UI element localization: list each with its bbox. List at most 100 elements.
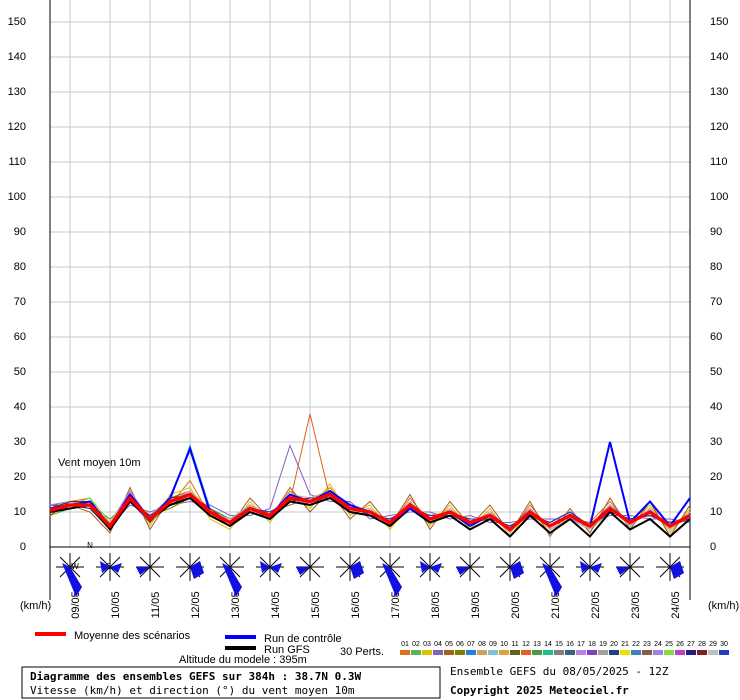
- legend-label: Run de contrôle: [264, 633, 342, 645]
- pert-label: 17: [577, 641, 585, 648]
- run-info: Ensemble GEFS du 08/05/2025 - 12Z: [450, 665, 669, 678]
- x-tick-label: 09/05: [70, 591, 82, 619]
- pert-swatch: [521, 650, 531, 655]
- rose-shape: [420, 561, 442, 573]
- rose-shape: [542, 563, 562, 597]
- wind-rose: [256, 553, 284, 581]
- pert-swatch: [609, 650, 619, 655]
- pert-label: 12: [522, 641, 530, 648]
- y-tick-label: 100: [8, 191, 26, 203]
- wind-rose: [296, 553, 324, 581]
- rose-shape: [580, 561, 602, 573]
- rose-shape: [190, 561, 204, 579]
- pert-label: 15: [555, 641, 563, 648]
- x-tick-label: 18/05: [430, 591, 442, 619]
- y-tick-label-right: 10: [710, 506, 722, 518]
- pert-swatch: [433, 650, 443, 655]
- legend-label: Run GFS: [264, 644, 310, 656]
- x-tick-label: 20/05: [510, 591, 522, 619]
- pert-label: 25: [665, 641, 673, 648]
- y-tick-label: 90: [14, 226, 26, 238]
- altitude: Altitude du modele : 395m: [179, 654, 307, 666]
- rose-shape: [62, 563, 82, 597]
- pert-swatch: [708, 650, 718, 655]
- y-tick-label: 0: [20, 541, 26, 553]
- info-box: [21, 666, 441, 699]
- y-tick-label: 150: [8, 16, 26, 28]
- pert-label: 16: [566, 641, 574, 648]
- wind-rose: [376, 553, 404, 597]
- pert-swatch: [455, 650, 465, 655]
- y-tick-label-right: 70: [710, 296, 722, 308]
- y-tick-label: 120: [8, 121, 26, 133]
- wind-rose: [216, 553, 244, 597]
- y-tick-label-right: 120: [710, 121, 728, 133]
- y-tick-label-right: 100: [710, 191, 728, 203]
- unit-left: (km/h): [20, 600, 51, 612]
- rose-shape: [670, 561, 684, 579]
- pert-label: 13: [533, 641, 541, 648]
- x-tick-label: 22/05: [590, 591, 602, 619]
- pert-label: 28: [698, 641, 706, 648]
- y-tick-label-right: 140: [710, 51, 728, 63]
- y-tick-label: 70: [14, 296, 26, 308]
- series-line: [49, 492, 691, 532]
- pert-label: 03: [423, 641, 431, 648]
- x-tick-label: 15/05: [310, 591, 322, 619]
- pert-label: 19: [599, 641, 607, 648]
- pert-swatch: [488, 650, 498, 655]
- pert-swatch: [554, 650, 564, 655]
- x-tick-label: 23/05: [630, 591, 642, 619]
- pert-swatch: [642, 650, 652, 655]
- y-tick-label: 110: [8, 156, 26, 168]
- pert-swatch: [697, 650, 707, 655]
- pert-swatch: [400, 650, 410, 655]
- wind-rose: [616, 553, 644, 581]
- y-tick-label-right: 130: [710, 86, 728, 98]
- y-tick-label: 140: [8, 51, 26, 63]
- pert-swatch: [686, 650, 696, 655]
- pert-swatch: [719, 650, 729, 655]
- rose-shape: [456, 567, 470, 575]
- y-tick-label-right: 50: [710, 366, 722, 378]
- pert-label: 09: [489, 641, 497, 648]
- rose-shape: [510, 561, 524, 579]
- rose-shape: [296, 567, 310, 575]
- pert-label: 22: [632, 641, 640, 648]
- pert-label: 21: [621, 641, 629, 648]
- pert-swatch: [466, 650, 476, 655]
- x-tick-label: 11/05: [150, 592, 162, 619]
- x-tick-label: 14/05: [270, 591, 282, 619]
- pert-label: 10: [500, 641, 508, 648]
- rose-shape: [616, 567, 630, 575]
- pert-label: 02: [412, 641, 420, 648]
- y-tick-label: 30: [14, 436, 26, 448]
- title: Diagramme des ensembles GEFS sur 384h : …: [30, 670, 362, 683]
- rose-shape: [100, 561, 122, 573]
- pert-label: 08: [478, 641, 486, 648]
- y-tick-label: 40: [14, 401, 26, 413]
- pert-label: 05: [445, 641, 453, 648]
- pert-swatch: [510, 650, 520, 655]
- wind-rose: [136, 553, 164, 581]
- pert-label: 07: [467, 641, 475, 648]
- rose-shape: [136, 567, 150, 575]
- pert-swatch: [499, 650, 509, 655]
- pert-label: 04: [434, 641, 442, 648]
- subtitle: Vitesse (km/h) et direction (°) du vent …: [30, 684, 355, 697]
- y-tick-label: 20: [14, 471, 26, 483]
- pert-swatch: [587, 650, 597, 655]
- y-tick-label-right: 110: [710, 156, 728, 168]
- x-tick-label: 13/05: [230, 591, 242, 619]
- wind-rose: [496, 553, 524, 581]
- pert-label: 23: [643, 641, 651, 648]
- pert-label: 14: [544, 641, 552, 648]
- wind-rose: [176, 553, 204, 581]
- rose-shape: [382, 563, 402, 597]
- wind-rose: [56, 553, 84, 597]
- y-tick-label: 80: [14, 261, 26, 273]
- pert-swatch: [664, 650, 674, 655]
- annotation: Vent moyen 10m: [58, 457, 141, 469]
- wind-rose: [336, 553, 364, 581]
- pert-label: 27: [687, 641, 695, 648]
